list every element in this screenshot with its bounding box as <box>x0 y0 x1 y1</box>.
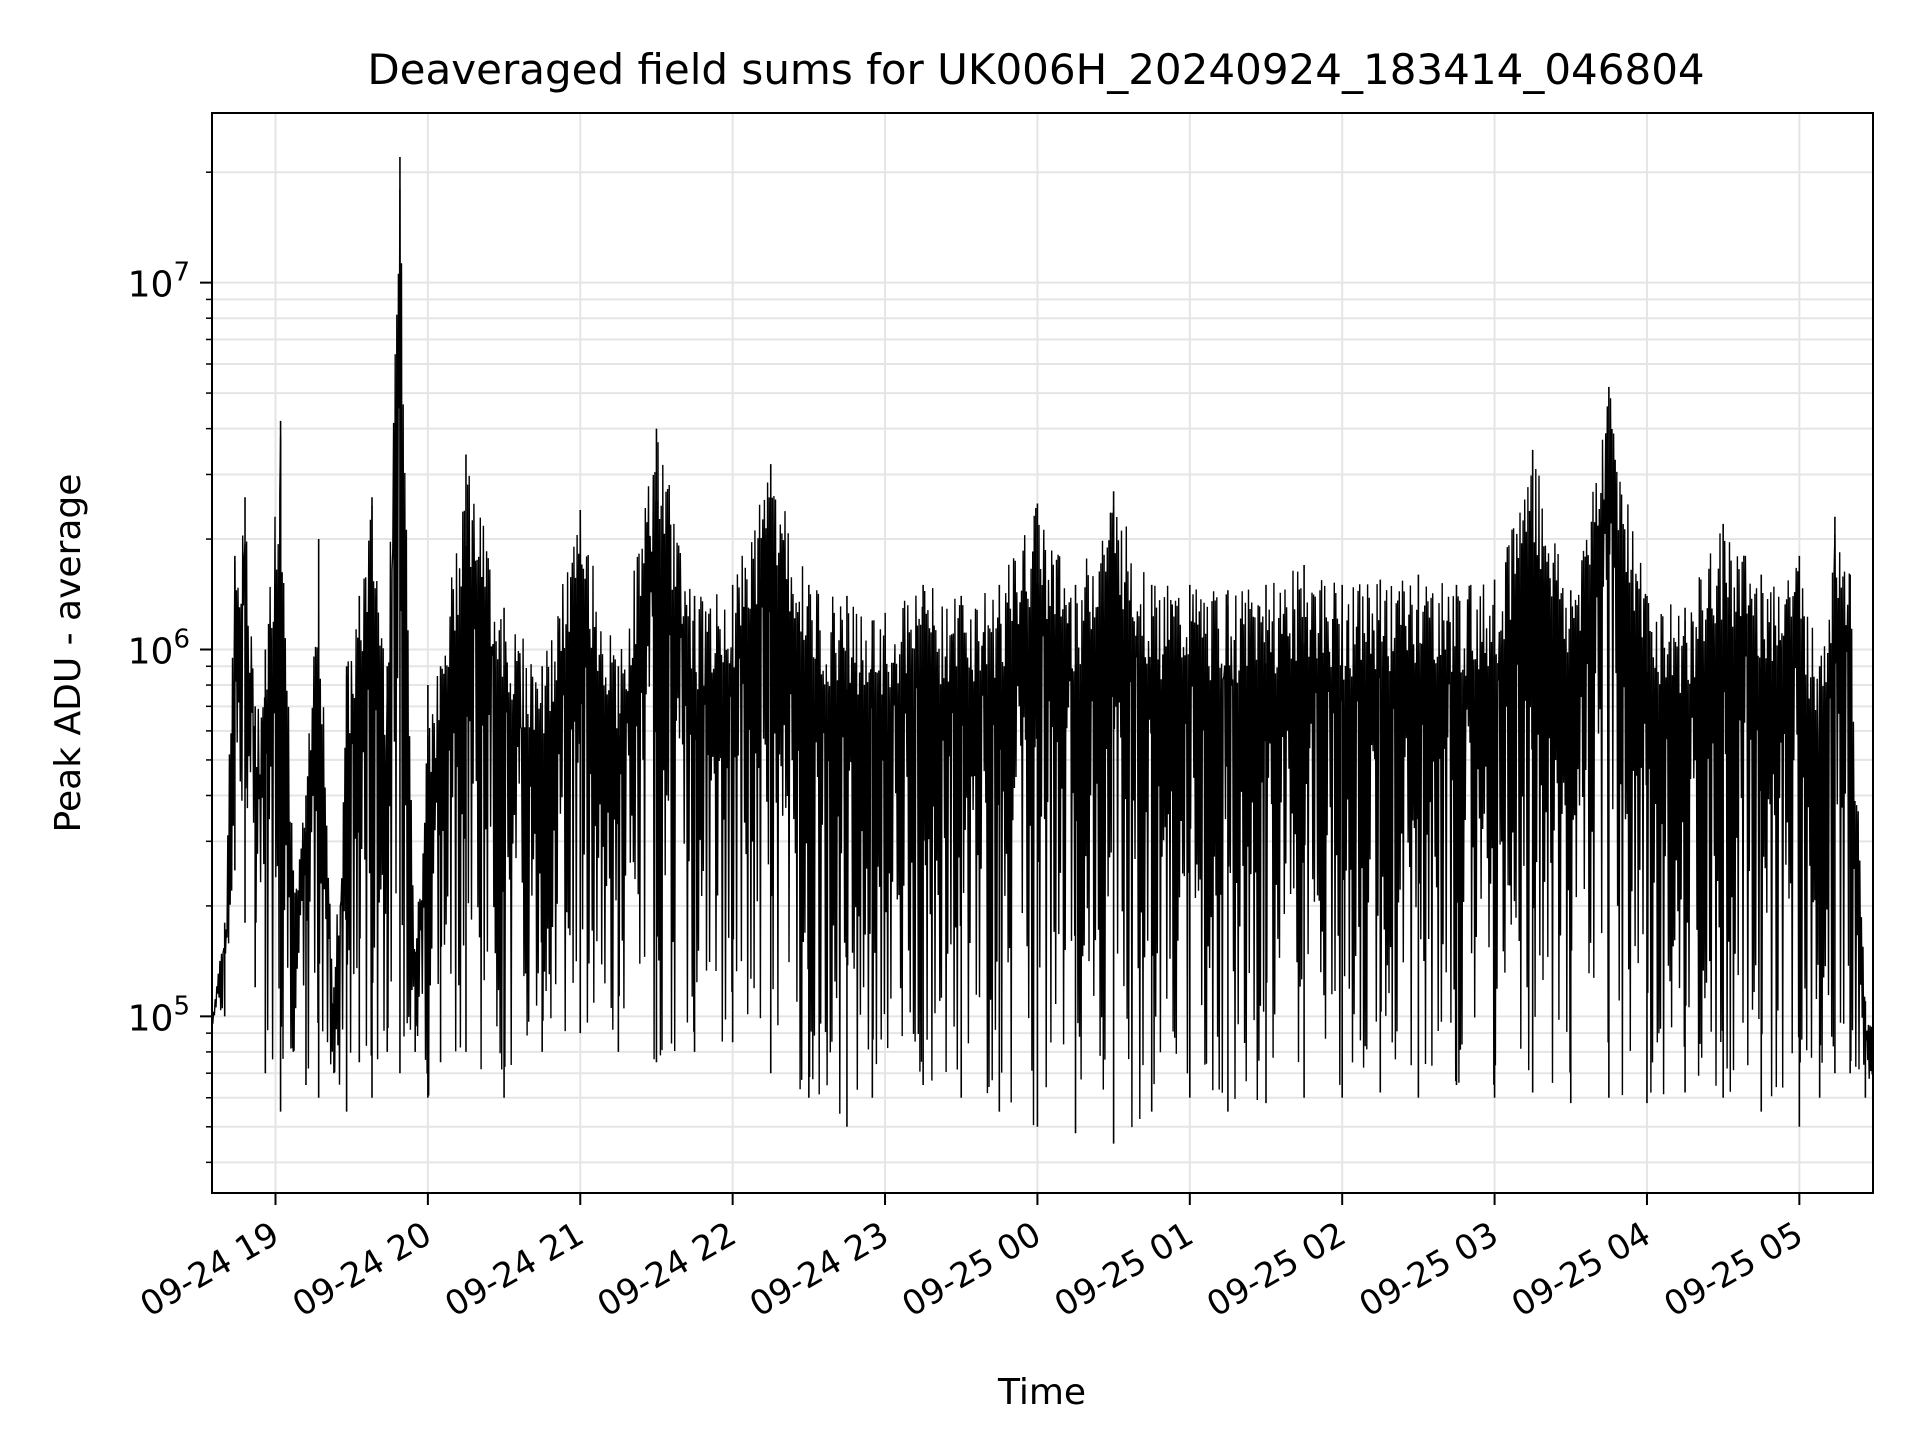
y-axis: 105 106 107 <box>128 171 212 1164</box>
y-axis-label: Peak ADU - average <box>48 474 89 833</box>
y-tick-label: 106 <box>128 624 190 672</box>
x-axis-label: Time <box>997 1372 1086 1413</box>
y-tick-label: 107 <box>128 258 190 306</box>
plot-frame <box>211 112 1874 1194</box>
chart-title: Deaveraged field sums for UK006H_2024092… <box>367 45 1704 94</box>
y-tick-label: 105 <box>128 991 190 1039</box>
series-line <box>211 188 1873 1128</box>
data-series <box>211 157 1874 1144</box>
